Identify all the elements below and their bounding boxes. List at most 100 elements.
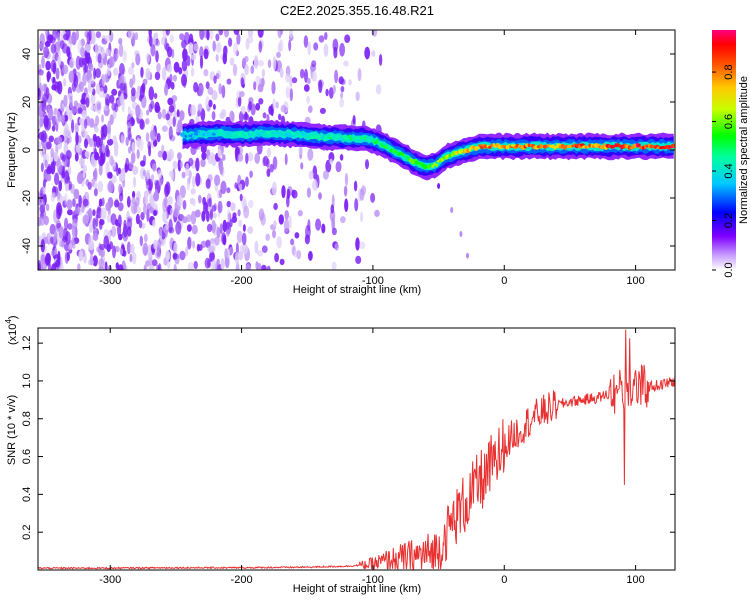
spectrogram-noise-cell xyxy=(95,214,99,227)
spectrogram-ridge-cell xyxy=(256,133,262,137)
spectrogram-noise-cell xyxy=(239,183,243,193)
spectrogram-ridge-cell xyxy=(354,136,357,140)
colorbar-tick-label: 0.6 xyxy=(723,114,735,129)
spectrogram-noise-cell xyxy=(57,56,62,66)
spectrogram-noise-cell xyxy=(155,251,161,259)
spectrogram-noise-cell xyxy=(98,258,105,269)
spectrogram-ridge-cell xyxy=(433,162,436,166)
spectrogram-ridge-cell xyxy=(214,129,218,134)
spectrogram-noise-cell xyxy=(165,42,170,53)
spectrogram-noise-cell xyxy=(304,68,308,83)
spectrogram-noise-cell xyxy=(93,188,98,197)
spectrogram-noise-cell xyxy=(117,264,124,270)
spectrogram-noise-cell xyxy=(170,81,175,90)
spectrogram-noise-cell xyxy=(84,118,88,129)
spectrogram-noise-cell xyxy=(218,83,222,95)
spectrogram-noise-cell xyxy=(44,40,51,48)
spectrogram-noise-cell xyxy=(59,152,65,161)
spectrogram-noise-cell xyxy=(181,59,188,72)
spectrogram-noise-cell xyxy=(55,67,60,80)
spectrogram-noise-cell xyxy=(330,204,335,214)
spectrogram-noise-cell xyxy=(89,253,94,266)
spectrogram-noise-cell xyxy=(257,60,264,67)
spectrogram-noise-cell xyxy=(156,132,161,143)
spectrogram-noise-cell xyxy=(157,238,162,249)
spectrogram-noise-cell xyxy=(255,75,261,86)
spectrogram-noise-cell xyxy=(211,111,216,121)
spectrogram-noise-cell xyxy=(149,206,154,214)
spectrogram-noise-cell xyxy=(196,243,200,252)
spectrogram-noise-cell xyxy=(177,152,182,160)
spectrogram-noise-cell xyxy=(98,198,103,207)
spectrogram-noise-cell xyxy=(172,160,178,170)
spectrogram-noise-cell xyxy=(266,265,271,270)
spectrogram-noise-cell xyxy=(131,62,135,69)
spectrogram-noise-cell xyxy=(306,187,311,198)
spectrogram-noise-cell xyxy=(257,30,264,38)
spectrogram-noise-cell xyxy=(145,260,150,267)
spectrogram-noise-cell xyxy=(98,163,103,176)
spectrogram-noise-cell xyxy=(279,67,284,78)
spectrogram-noise-cell xyxy=(214,174,221,186)
spectrogram-noise-cell xyxy=(67,164,72,176)
spectrogram-noise-cell xyxy=(243,113,250,121)
spectrogram-noise-cell xyxy=(63,94,68,108)
spectrogram-noise-cell xyxy=(205,178,211,189)
spectrogram-noise-cell xyxy=(51,76,56,83)
spectrogram-noise-cell xyxy=(331,216,336,231)
spectrogram-noise-cell xyxy=(176,109,180,118)
spectrogram-noise-cell xyxy=(237,96,242,107)
spectrogram-noise-cell xyxy=(340,85,345,93)
spectrogram-noise-cell xyxy=(243,205,250,219)
spectrogram-noise-cell xyxy=(170,170,174,181)
spectrogram-noise-cell xyxy=(50,147,54,158)
spectrogram-noise-cell xyxy=(216,258,220,266)
spectrogram-noise-cell xyxy=(172,74,177,82)
spectrogram-noise-cell xyxy=(233,42,238,55)
spectrogram-noise-cell xyxy=(332,38,339,52)
spectrogram-noise-cell xyxy=(247,30,254,38)
spectrogram-noise-cell xyxy=(152,219,156,228)
spectrogram-noise-cell xyxy=(232,212,237,219)
spectrogram-noise-cell xyxy=(207,245,213,253)
spectrogram-noise-cell xyxy=(328,87,334,99)
spectrogram-noise-cell xyxy=(50,250,56,257)
spectrogram-noise-cell xyxy=(53,209,58,223)
spectrogram-noise-cell xyxy=(115,219,119,227)
spectrogram-x-axis: -300 -200 -100 0 100 xyxy=(99,30,645,287)
spectrogram-noise-cell xyxy=(71,119,75,133)
spectrogram-noise-cell xyxy=(92,217,96,230)
spectrogram-noise-cell xyxy=(272,156,278,170)
spectrogram-noise-cell xyxy=(157,263,162,270)
spectrogram-noise-cell xyxy=(122,50,127,63)
spectrogram-noise-cell xyxy=(166,63,173,73)
spectrogram-noise-cell xyxy=(132,251,137,265)
spectrogram-noise-cell xyxy=(236,33,241,45)
spectrogram-noise-cell xyxy=(72,198,76,207)
spectrogram-noise-cell xyxy=(129,253,133,263)
spectrogram-noise-cell xyxy=(56,32,61,41)
spectrogram-noise-cell xyxy=(219,112,225,120)
spectrogram-noise-cell xyxy=(146,208,150,222)
spectrogram-noise-cell xyxy=(64,192,68,206)
spectrogram-noise-cell xyxy=(217,200,223,214)
spectrogram-noise-cell xyxy=(276,51,281,59)
spectrogram-noise-cell xyxy=(288,39,292,52)
colorbar-gradient xyxy=(712,30,736,270)
spectrogram-noise-cell xyxy=(267,59,272,69)
spectrogram-noise-cell xyxy=(104,35,111,42)
snr-y-multiplier: (x104) xyxy=(4,315,19,345)
spectrogram-noise-cell xyxy=(42,179,46,188)
spectrogram-noise-cell xyxy=(191,67,195,77)
spectrogram-noise-cell xyxy=(239,193,243,202)
spectrogram-noise-cell xyxy=(54,172,60,186)
spectrogram-noise-cell xyxy=(169,34,174,43)
spectrogram-noise-cell xyxy=(371,50,376,57)
spectrogram-noise-cell xyxy=(95,115,100,126)
spectrogram-noise-cell xyxy=(80,98,86,105)
spectrogram-noise-cell xyxy=(266,147,272,158)
spectrogram-noise-cell xyxy=(242,57,247,68)
spectrogram-noise-cell xyxy=(131,196,136,205)
spectrogram-noise-cell xyxy=(71,106,77,115)
spectrogram-noise-cell xyxy=(153,191,160,202)
